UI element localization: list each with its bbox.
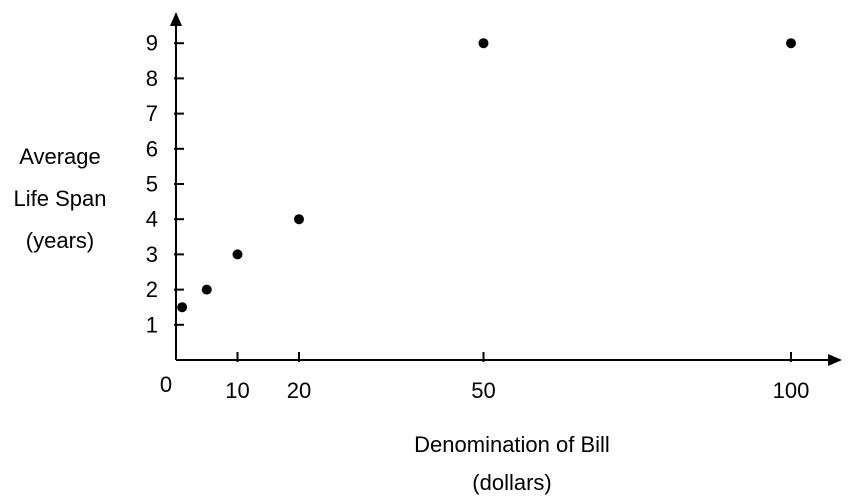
x-tick-label: 20 [287, 378, 311, 403]
data-points [177, 38, 796, 313]
y-axis-title-line: Average [19, 144, 101, 169]
data-point [177, 302, 188, 313]
y-tick-label: 3 [146, 242, 158, 267]
y-tick-label: 5 [146, 172, 158, 197]
y-axis-title-line: (years) [26, 228, 94, 253]
data-point [201, 284, 212, 295]
data-point [786, 38, 796, 49]
y-tick-label: 9 [146, 31, 158, 56]
axes [170, 12, 842, 366]
y-tick-label: 1 [146, 312, 158, 337]
y-axis-arrow [170, 12, 182, 26]
y-tick-label: 4 [146, 207, 158, 232]
x-axis-arrow [828, 354, 842, 366]
y-axis-ticks: 1 2 3 4 5 6 7 8 9 [146, 31, 184, 337]
y-tick-label: 7 [146, 101, 158, 126]
x-tick-label: 10 [225, 378, 249, 403]
data-point [232, 249, 243, 260]
data-point [478, 38, 489, 49]
y-tick-label: 8 [146, 66, 158, 91]
x-tick-label: 100 [773, 378, 810, 403]
data-point [294, 214, 304, 225]
y-tick-label: 2 [146, 277, 158, 302]
y-axis-title-line: Life Span [14, 186, 107, 211]
x-axis-title-line: Denomination of Bill [414, 432, 610, 457]
y-tick-label: 6 [146, 136, 158, 161]
origin-label: 0 [160, 372, 172, 397]
axis-titles: Average Life Span (years) Denomination of B… [14, 144, 610, 495]
x-tick-label: 50 [471, 378, 495, 403]
x-axis-title-line: (dollars) [472, 470, 551, 495]
x-axis-ticks: 10 20 50 100 0 [160, 352, 809, 403]
